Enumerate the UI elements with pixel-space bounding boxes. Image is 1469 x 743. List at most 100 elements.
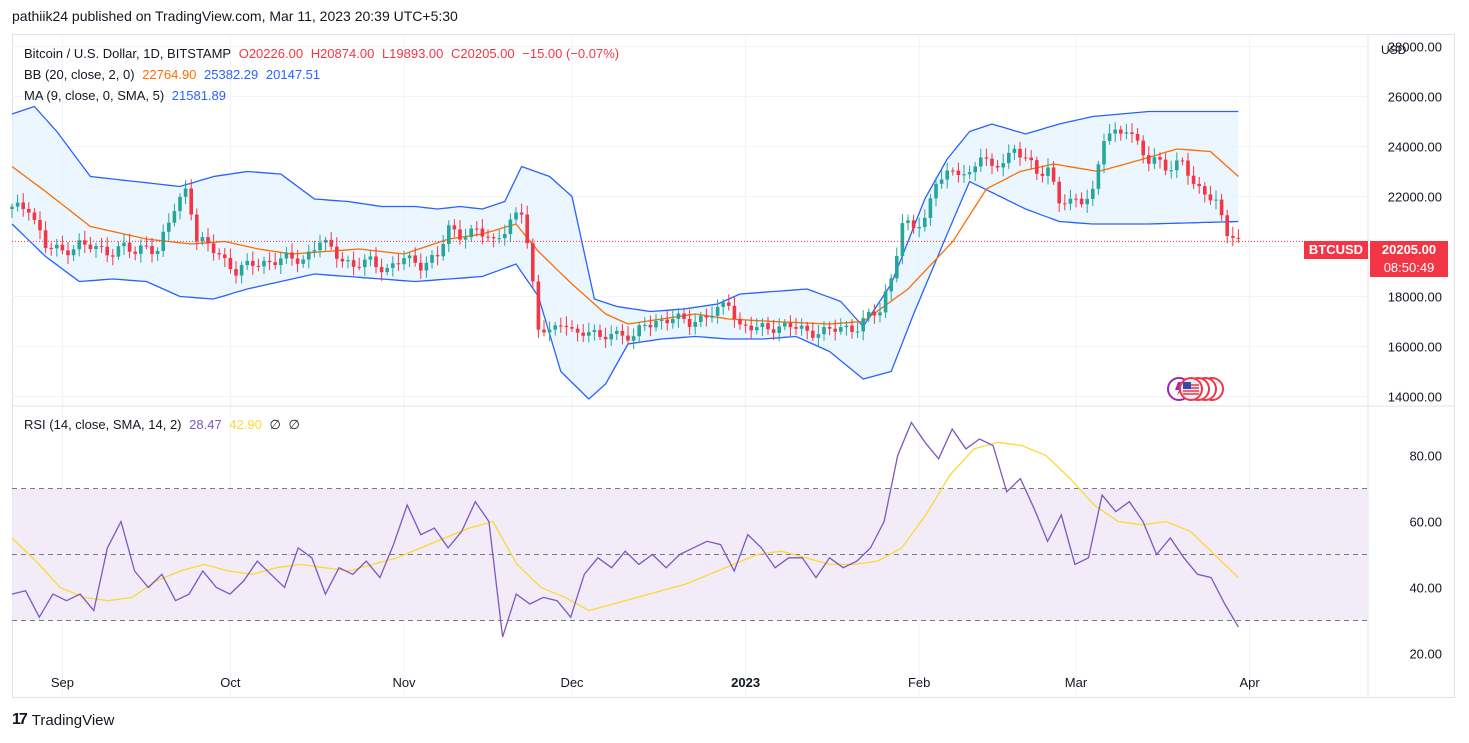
candle-body <box>917 226 921 229</box>
tradingview-brand: TradingView <box>31 711 115 729</box>
candle-body <box>279 258 283 266</box>
candle-body <box>379 267 384 273</box>
candle-body <box>88 244 93 250</box>
candle-body <box>452 225 457 230</box>
chart-frame <box>12 34 1455 698</box>
candle-body <box>1012 148 1017 153</box>
publisher-header: pathiik24 published on TradingView.com, … <box>12 8 458 24</box>
candle-body <box>615 330 619 334</box>
candle-body <box>564 325 569 328</box>
candle-body <box>262 260 266 267</box>
candle-body <box>984 157 989 159</box>
bb-fill-area <box>12 106 1239 399</box>
candle-body <box>693 321 697 327</box>
candle-body <box>603 336 608 340</box>
bb-basis-line <box>11 148 1239 325</box>
candle-body <box>1208 194 1213 201</box>
candle-body <box>144 245 149 247</box>
candle-body <box>1219 199 1224 216</box>
candle-body <box>1158 157 1162 160</box>
candle-body <box>161 231 165 251</box>
candle-body <box>1035 160 1039 174</box>
candle-body <box>1107 133 1112 142</box>
candle-body <box>60 244 65 251</box>
candle-body <box>1147 155 1151 164</box>
candle-body <box>480 228 485 237</box>
ma-legend[interactable]: MA (9, close, 0, SMA, 5) 21581.89 <box>24 88 230 103</box>
candle-body <box>727 302 731 306</box>
ohlc-low: L19893.00 <box>381 46 444 61</box>
candle-body <box>671 318 675 324</box>
price-tag-countdown: 08:50:49 <box>1370 259 1448 277</box>
tradingview-footer[interactable]: 17 TradingView <box>12 711 114 729</box>
candle-body <box>1057 181 1061 204</box>
candle-body <box>223 254 227 258</box>
bb-label: BB (20, close, 2, 0) <box>24 67 135 82</box>
candle-body <box>889 278 893 292</box>
candle-body <box>760 323 765 328</box>
bb-legend[interactable]: BB (20, close, 2, 0) 22764.90 25382.29 2… <box>24 67 324 82</box>
candle-body <box>116 246 121 257</box>
bb-lower-value: 20147.51 <box>265 67 321 82</box>
candle-body <box>217 253 221 255</box>
candle-body <box>503 233 507 239</box>
candle-body <box>833 328 837 332</box>
candle-body <box>49 247 53 249</box>
candle-body <box>1231 236 1235 238</box>
candle-body <box>1180 160 1185 162</box>
candle-body <box>531 243 535 282</box>
candle-body <box>542 329 546 333</box>
x-tick-label: Mar <box>1065 675 1088 690</box>
bb-upper-value: 25382.29 <box>204 67 259 82</box>
candle-body <box>200 237 205 242</box>
candle-body <box>94 246 98 250</box>
candle-body <box>1124 132 1129 134</box>
candle-body <box>211 243 216 254</box>
candle-body <box>721 302 725 307</box>
candle-body <box>715 306 720 316</box>
candle-body <box>973 166 977 173</box>
candle-body <box>743 324 748 326</box>
candle-body <box>1113 129 1117 134</box>
candle-body <box>1079 198 1084 205</box>
candle-body <box>911 220 916 229</box>
candle-body <box>77 240 81 250</box>
candle-body <box>967 172 972 175</box>
candle-body <box>956 170 961 176</box>
candle-body <box>682 313 686 319</box>
candle-body <box>273 262 277 266</box>
candle-body <box>710 315 714 318</box>
candle-body <box>1186 160 1190 176</box>
candle-body <box>407 255 412 259</box>
rsi-ma-value: 42.90 <box>229 417 262 432</box>
candle-body <box>1085 198 1089 205</box>
candle-body <box>900 223 905 257</box>
candle-body <box>497 238 501 240</box>
candle-body <box>1169 170 1173 172</box>
candle-body <box>626 335 630 341</box>
event-flags-icon[interactable] <box>1166 376 1226 402</box>
rsi-label: RSI (14, close, SMA, 14, 2) <box>24 417 182 432</box>
candle-body <box>424 262 429 271</box>
candle-body <box>822 327 826 335</box>
candle-body <box>329 239 333 247</box>
candle-body <box>178 196 182 212</box>
candle-body <box>592 330 597 333</box>
last-price-tag: BTCUSD 20205.00 08:50:49 <box>1304 241 1448 277</box>
symbol-title[interactable]: Bitcoin / U.S. Dollar, 1D, BITSTAMP <box>24 46 232 61</box>
price-tick-label: 14000.00 <box>1388 390 1442 405</box>
candle-body <box>167 222 171 232</box>
candle-body <box>318 242 322 251</box>
candle-body <box>368 256 373 260</box>
x-tick-label: Oct <box>220 675 241 690</box>
candle-body <box>435 255 440 257</box>
candle-body <box>1029 157 1033 161</box>
candle-body <box>447 225 451 245</box>
candle-body <box>788 322 793 328</box>
candle-body <box>27 208 31 213</box>
candle-body <box>794 327 798 329</box>
rsi-legend[interactable]: RSI (14, close, SMA, 14, 2) 28.47 42.90 … <box>24 417 304 433</box>
candle-body <box>234 269 238 276</box>
candle-body <box>413 255 417 263</box>
